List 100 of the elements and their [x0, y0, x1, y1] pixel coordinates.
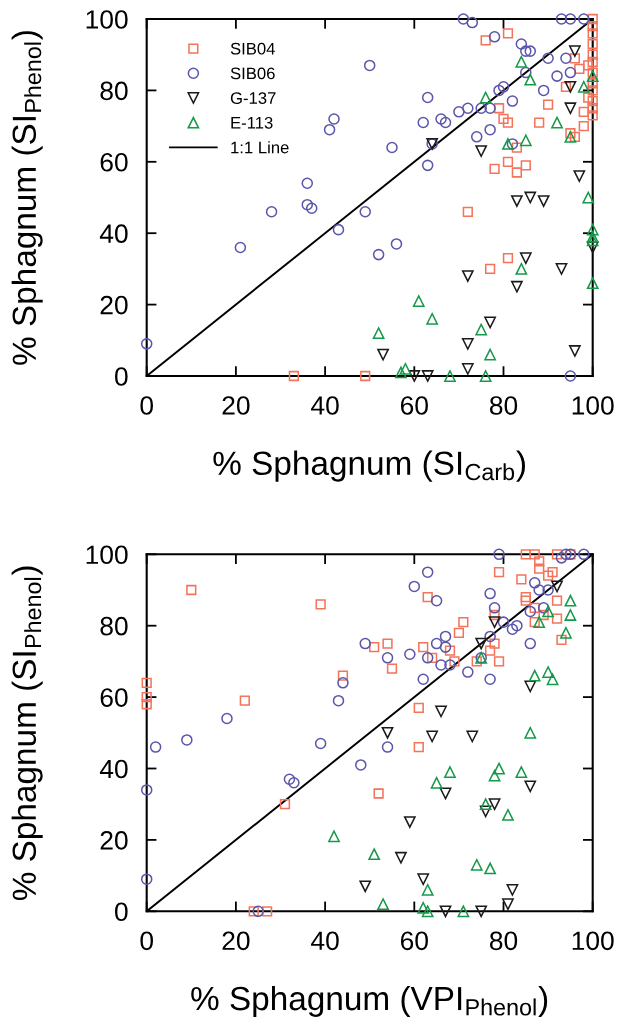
point [547, 567, 558, 578]
point [583, 60, 594, 71]
point [390, 238, 403, 250]
point [564, 609, 577, 621]
point [426, 730, 439, 743]
legend-label: SIB06 [230, 67, 275, 80]
point [560, 626, 572, 639]
legend-label: G-137 [230, 92, 276, 104]
point [470, 858, 483, 871]
point [430, 637, 443, 650]
point [524, 637, 537, 650]
point [466, 16, 479, 29]
point [511, 167, 523, 178]
point [261, 906, 273, 917]
point [475, 905, 488, 918]
x-tick-label: 0 [140, 396, 154, 415]
point [484, 673, 496, 686]
point [421, 370, 434, 382]
point [453, 627, 465, 638]
point [533, 616, 546, 629]
point [488, 616, 501, 629]
point [417, 873, 430, 886]
point [578, 13, 590, 25]
point [439, 641, 452, 653]
point [453, 106, 465, 118]
point [430, 594, 443, 607]
point [475, 145, 488, 157]
point [587, 67, 598, 78]
point [586, 223, 599, 236]
point [399, 362, 412, 375]
point [578, 120, 589, 132]
point [587, 49, 598, 60]
point [542, 570, 554, 581]
point [421, 159, 434, 172]
point [288, 777, 300, 789]
point [323, 123, 336, 136]
point [551, 549, 563, 560]
point [586, 234, 599, 247]
point [395, 366, 407, 379]
point [435, 705, 447, 718]
point [140, 338, 153, 350]
point [506, 623, 519, 636]
point [498, 113, 509, 125]
point [565, 128, 576, 139]
point [305, 202, 318, 214]
point [564, 130, 577, 143]
point [439, 905, 452, 918]
point [493, 567, 505, 578]
point [529, 549, 540, 560]
y-tick-label: 20 [100, 295, 128, 315]
point [408, 370, 421, 382]
point [502, 809, 514, 821]
point [502, 253, 514, 264]
point [519, 252, 532, 265]
point [569, 131, 580, 142]
point [493, 762, 505, 775]
point [519, 134, 532, 147]
point [542, 52, 554, 65]
point [149, 741, 162, 753]
point [577, 80, 590, 93]
point [337, 670, 349, 681]
point [537, 195, 550, 207]
point [564, 594, 577, 607]
point [404, 648, 416, 661]
point [511, 142, 523, 153]
point [444, 659, 456, 671]
point [461, 362, 474, 375]
point [395, 851, 407, 864]
point [417, 673, 429, 686]
y-tick-label: 80 [100, 616, 128, 636]
point [529, 616, 540, 628]
point [488, 31, 501, 43]
point [489, 609, 500, 621]
point [510, 195, 523, 207]
point [587, 85, 598, 96]
point [534, 556, 545, 567]
point [538, 609, 549, 621]
point [461, 337, 474, 350]
point [427, 652, 438, 663]
point [524, 605, 537, 618]
point [386, 663, 398, 674]
point [484, 645, 496, 656]
y-axis-title: % Sphagnum (SI$_{Phenol}$) [11, 31, 43, 365]
point [524, 191, 537, 204]
point [587, 38, 598, 50]
x-tick-label: 60 [400, 396, 428, 415]
point [484, 348, 497, 361]
point [484, 316, 497, 329]
point [248, 906, 259, 917]
point [493, 656, 505, 667]
point [537, 602, 550, 614]
point [587, 13, 598, 25]
point [328, 113, 340, 125]
point [587, 95, 598, 107]
point [422, 592, 433, 603]
legend-label: 1:1 Line [231, 141, 289, 154]
point [332, 694, 345, 707]
point [520, 549, 531, 560]
point [372, 248, 385, 261]
point [484, 102, 496, 115]
